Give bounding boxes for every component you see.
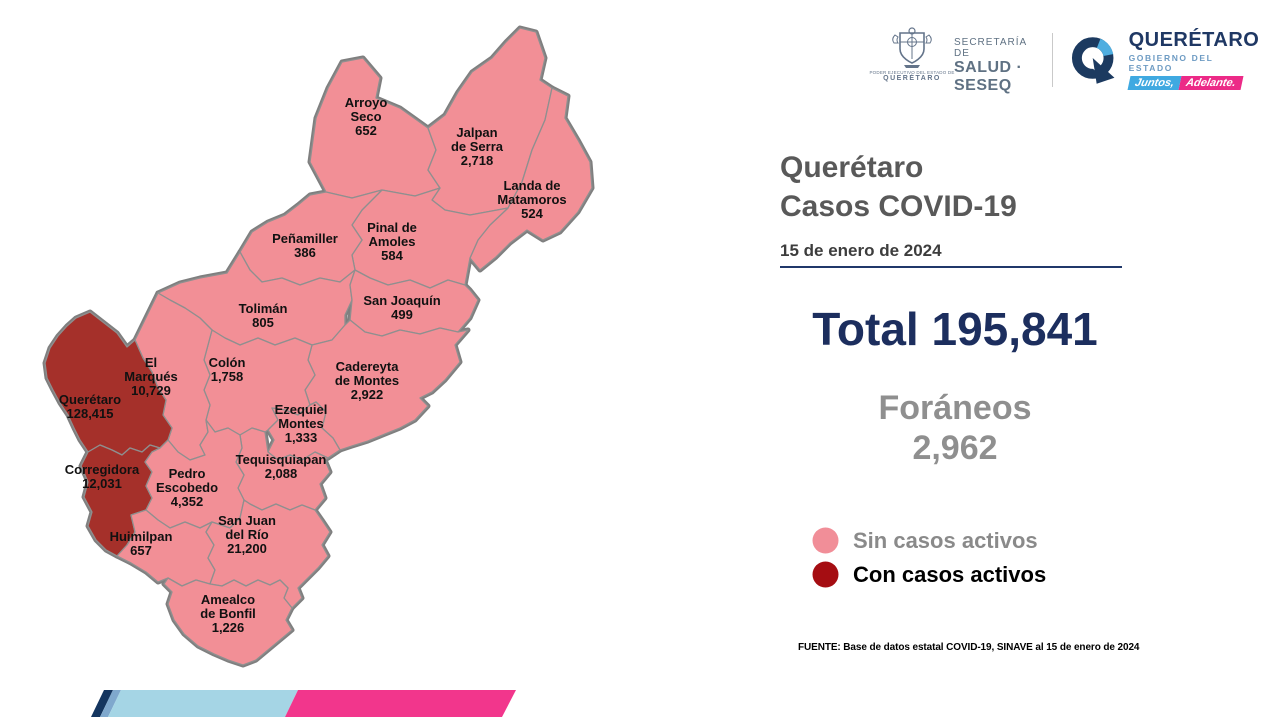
municipality-label-huimilpan: Huimilpan 657 [110,529,173,558]
total-label: Total [812,303,919,355]
foraneos-value: 2,962 [912,429,998,467]
logo-divider [1052,33,1054,87]
municipality-label-cadereyta-de-montes: Cadereyta de Montes 2,922 [335,359,399,402]
source-note: FUENTE: Base de datos estatal COVID-19, … [798,642,1140,653]
map-svg: Arroyo Seco 652 Jalpan de Serra 2,718 Landa de… [42,25,595,668]
municipality-label-colon: Colón 1,758 [209,355,246,384]
foraneos-label: Foráneos [878,389,1032,427]
crest-box: PODER EJECUTIVO DEL ESTADO DE QUERÉTARO [869,25,954,82]
legend: Sin casos activos Con casos activos [812,526,1046,594]
legend-dot-sin-icon [812,527,839,554]
legend-row-sin-casos: Sin casos activos [812,526,1046,555]
seseq-line2: SALUD · SESEQ [954,59,1023,94]
legend-row-con-casos: Con casos activos [812,560,1046,589]
title-line2: Casos COVID-19 [780,190,1017,223]
juntos-adelante-badge: Juntos, Adelante. [1127,76,1243,90]
municipality-label-tequisquiapan: Tequisquiapan 2,088 [236,452,327,481]
seseq-text: SECRETARÍA DE SALUD · SESEQ [954,37,1032,95]
queretaro-logo-text: QUERÉTARO GOBIERNO DEL ESTADO Juntos, Ad… [1127,29,1260,91]
title-underline [780,266,1122,268]
municipality-label-corregidora: Corregidora 12,031 [65,462,140,491]
municipality-label-queretaro: Querétaro 128,415 [59,392,121,421]
seseq-line1: SECRETARÍA DE [954,37,1027,59]
municipality-label-penamiller: Peñamiller 386 [272,231,338,260]
queretaro-logo-name: QUERÉTARO [1128,29,1260,51]
municipality-label-jalpan-de-serra: Jalpan de Serra 2,718 [451,125,504,168]
queretaro-logo-subtitle: GOBIERNO DEL ESTADO [1128,53,1214,73]
legend-label-sin: Sin casos activos [853,527,1038,553]
title-line1: Querétaro [780,151,924,184]
page-title: Querétaro Casos COVID-19 [780,148,1017,226]
municipality-label-el-marques: El Marqués 10,729 [124,355,177,398]
bottom-ribbon [91,690,516,717]
municipality-region-landa-de-matamoros [469,87,593,271]
crest-state-name: QUERÉTARO [883,75,941,82]
choropleth-map: Arroyo Seco 652 Jalpan de Serra 2,718 Landa de… [0,0,640,690]
municipality-label-arroyo-seco: Arroyo Seco 652 [345,95,388,138]
legend-label-con: Con casos activos [853,561,1047,587]
q-mark-icon [1072,37,1115,84]
legend-dot-con-icon [812,561,839,588]
report-date: 15 de enero de 2024 [780,241,942,260]
municipality-region-amealco-de-bonfil [163,577,293,666]
municipality-label-san-juan-del-rio: San Juan del Río 21,200 [218,513,276,556]
municipality-label-amealco-de-bonfil: Amealco de Bonfil 1,226 [200,592,256,635]
crest-subtitle: PODER EJECUTIVO DEL ESTADO DE [869,70,955,75]
municipality-label-ezequiel-montes: Ezequiel Montes 1,333 [275,402,328,445]
badge-adelante: Adelante. [1178,76,1243,90]
foraneos-block: Foráneos 2,962 [780,388,1130,468]
municipality-label-pinal-de-amoles: Pinal de Amoles 584 [367,220,417,263]
badge-juntos: Juntos, [1127,76,1182,90]
total-cases: Total 195,841 [780,302,1130,356]
seseq-logo: PODER EJECUTIVO DEL ESTADO DE QUERÉTARO … [869,25,1032,95]
municipality-label-san-joaquin: San Joaquín 499 [363,293,440,322]
queretaro-logo: QUERÉTARO GOBIERNO DEL ESTADO Juntos, Ad… [1069,29,1260,91]
municipality-label-pedro-escobedo: Pedro Escobedo 4,352 [156,466,218,509]
header-brand-row: PODER EJECUTIVO DEL ESTADO DE QUERÉTARO … [869,25,1260,95]
municipality-label-landa-de-matamoros: Landa de Matamoros 524 [497,178,566,221]
municipality-label-toliman: Tolimán 805 [239,301,288,330]
seseq-crest-icon [892,27,932,68]
total-value: 195,841 [931,303,1098,355]
